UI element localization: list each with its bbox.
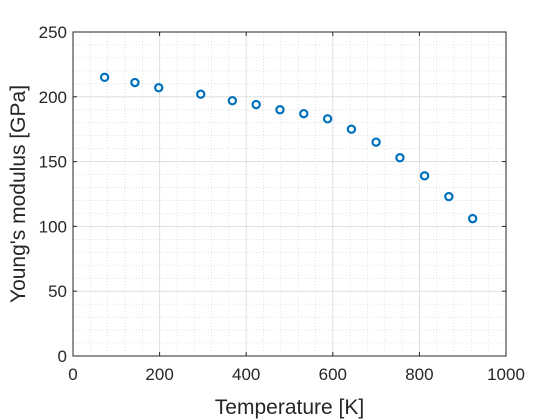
data-point xyxy=(99,72,110,83)
x-tick-label: 600 xyxy=(319,365,347,384)
minor-grid xyxy=(73,32,506,356)
data-point xyxy=(444,191,454,202)
data-point xyxy=(130,77,140,88)
y-tick-label: 200 xyxy=(39,88,67,107)
plot-area xyxy=(73,32,506,356)
x-tick-label: 1000 xyxy=(487,365,525,384)
y-axis-label: Young's modulus [GPa] xyxy=(7,85,30,303)
x-tick-label: 0 xyxy=(68,365,77,384)
y-tick-label: 150 xyxy=(39,153,67,172)
data-point xyxy=(467,213,478,224)
x-tick-label: 400 xyxy=(232,365,260,384)
data-point xyxy=(227,95,238,106)
data-point xyxy=(251,99,261,110)
axis-ticks: 0 200 400 600 800 1000 0 50 100 150 200 250 xyxy=(39,23,525,384)
data-point xyxy=(299,108,309,119)
data-point xyxy=(346,124,357,134)
y-tick-label: 50 xyxy=(48,282,67,301)
x-axis-label: Temperature [K] xyxy=(215,396,364,419)
y-tick-label: 0 xyxy=(58,347,67,366)
data-point xyxy=(275,105,285,115)
y-tick-label: 250 xyxy=(39,23,67,42)
data-point xyxy=(419,171,430,181)
y-tick-label: 100 xyxy=(39,217,67,236)
plot-frame xyxy=(72,31,507,357)
data-point xyxy=(395,153,405,163)
data-point xyxy=(154,83,164,93)
data-point xyxy=(371,137,381,147)
x-tick-label: 200 xyxy=(145,365,173,384)
data-point xyxy=(322,114,333,124)
x-tick-label: 800 xyxy=(405,365,433,384)
data-point xyxy=(196,89,206,99)
data-points xyxy=(99,72,478,224)
